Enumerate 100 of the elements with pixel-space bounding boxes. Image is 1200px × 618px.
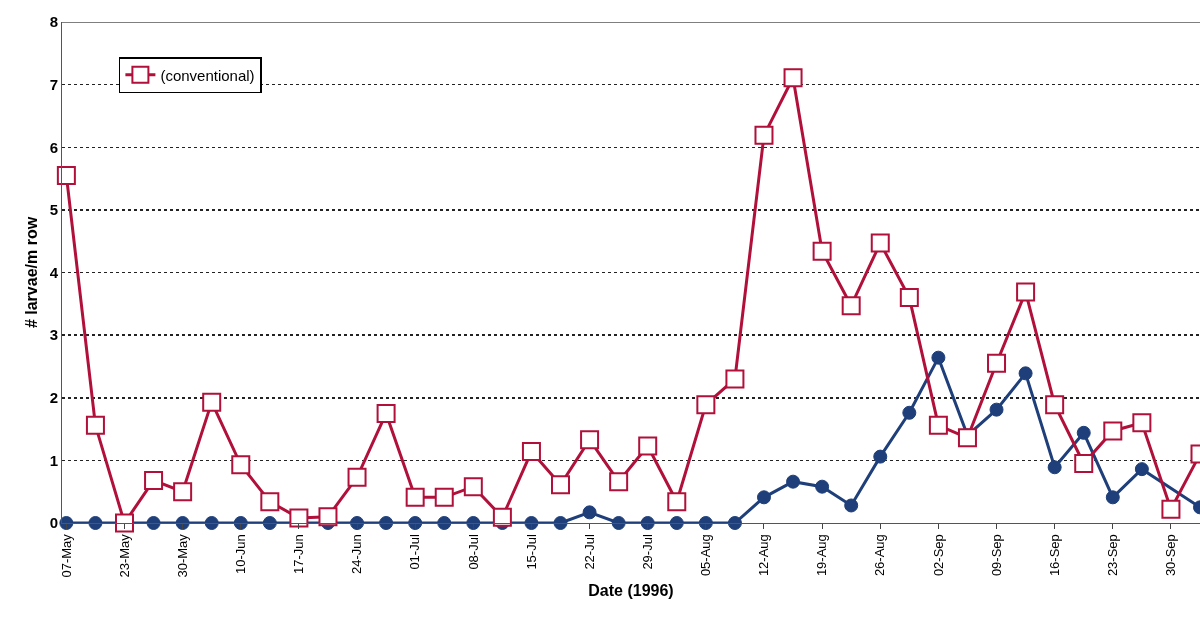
point [725,369,745,389]
point [841,296,861,316]
point [754,125,774,145]
point [524,516,539,530]
point [1016,282,1036,302]
y-tick-label: 6 [49,138,58,156]
x-tick-label: 29-Jul [639,534,655,570]
point [957,428,977,448]
y-tick-label: 8 [49,13,58,31]
point [204,516,219,530]
point [1018,366,1033,381]
point [698,516,713,530]
x-tick-label: 26-Aug [872,534,888,577]
point [609,472,629,492]
point [844,498,859,513]
point [580,430,600,450]
x-tick-label: 19-Aug [814,534,830,577]
point [437,516,452,530]
x-tick-label: 16-Sep [1046,534,1062,577]
x-axis-title: Date (1996) [588,582,674,600]
x-tick-label: 17-Jun [291,534,307,574]
point [379,516,394,530]
point [144,470,164,490]
point [1134,462,1149,477]
point [987,353,1007,373]
point [669,516,684,530]
x-tick-label: 10-Jun [233,534,248,574]
point [85,415,105,435]
x-tick-label: 05-Aug [698,534,714,577]
point [696,395,716,415]
y-tick-label: 3 [49,326,58,344]
point [434,487,454,507]
point [1103,421,1123,441]
x-tick-label: 08-Jul [465,534,481,570]
point [146,516,161,530]
x-tick-label: 09-Sep [988,534,1004,577]
point [1161,499,1181,519]
y-tick-label: 5 [49,201,58,219]
point [1105,490,1120,505]
point [175,516,190,530]
point [492,507,512,527]
x-tick-label: 12-Aug [756,534,772,577]
point [783,68,803,88]
point [812,241,832,261]
point [931,350,946,365]
point [873,449,888,464]
point [1074,454,1094,474]
point [463,477,483,497]
x-tick-label: 30-Sep [1163,534,1179,577]
point [262,516,277,530]
point [521,442,541,462]
x-tick-label: 23-Sep [1105,534,1121,577]
point [899,288,919,308]
point [202,392,222,412]
point [989,402,1004,417]
x-tick-label: 07-May [58,533,74,578]
point [815,479,830,494]
point [928,415,948,435]
point [1045,395,1065,415]
x-tick-label: 23-May [116,533,132,578]
legend-label: (conventional) [160,66,255,84]
point [638,436,658,456]
point [56,165,76,185]
point [667,492,687,512]
y-tick-label: 0 [49,514,58,532]
point [611,516,626,530]
point [347,467,367,487]
point [1132,413,1152,433]
point [727,516,742,530]
point [1047,460,1062,475]
point [88,516,103,530]
point [318,507,338,527]
x-tick-label: 15-Jul [523,534,539,570]
point [756,490,771,505]
x-tick-label: 02-Sep [930,534,946,577]
y-tick-label: 4 [49,263,59,281]
point [260,492,280,512]
x-tick-label: 22-Jul [581,534,597,570]
point [553,516,568,530]
point [376,403,396,423]
x-tick-label: 24-Jun [349,534,365,574]
y-tick-label: 2 [49,389,58,406]
point [466,516,481,530]
point [59,516,74,530]
point [786,474,801,489]
point [233,516,248,530]
point [173,482,193,502]
y-tick-label: 7 [49,75,58,93]
x-tick-label: 01-Jul [407,534,423,570]
point [870,233,890,253]
point [1076,425,1091,440]
y-tick-label: 1 [49,451,58,469]
point [551,475,571,495]
point [582,505,597,520]
x-tick-label: 30-May [174,533,190,578]
point [289,508,309,528]
point [640,516,655,530]
point [231,455,251,475]
y-axis-title: # larvae/m row [22,216,40,329]
point [902,405,917,420]
